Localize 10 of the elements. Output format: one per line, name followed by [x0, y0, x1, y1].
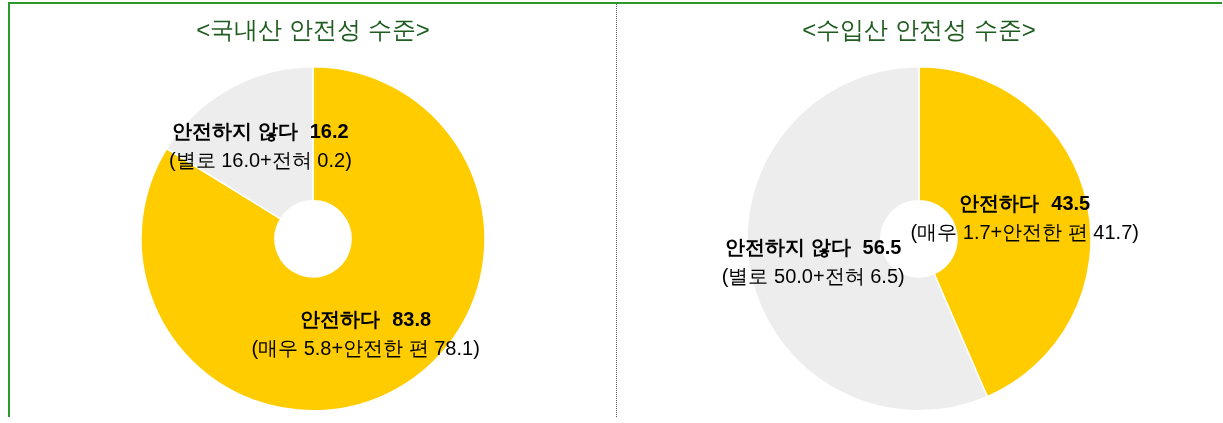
text: (별로 50.0+전혀 6.5) [722, 264, 905, 287]
slice-label: 안전하다 [299, 308, 380, 331]
chart-title: <수입산 안전성 수준> [802, 15, 1036, 43]
slice-label: 안전하다 [959, 191, 1040, 214]
data-label: 83.8 [391, 308, 431, 331]
data-label: 56.5 [862, 235, 902, 258]
chart-title: <국내산 안전성 수준> [196, 15, 430, 43]
text: (매우 1.7+안전한 편 41.7) [910, 220, 1140, 243]
slice-label: 안전하지 않다 [725, 235, 851, 258]
slice-label: 안전하지 않다 [171, 119, 298, 142]
